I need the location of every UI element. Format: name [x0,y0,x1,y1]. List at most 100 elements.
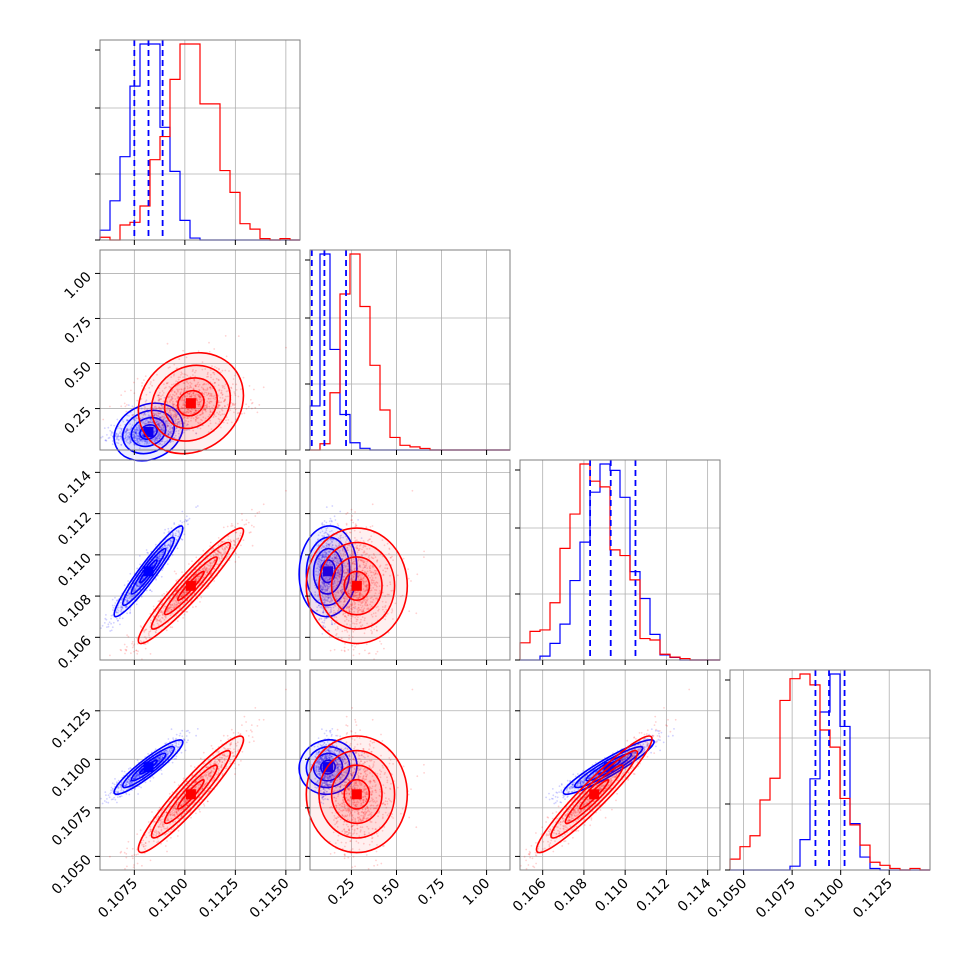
sample-point-series-0 [160,428,163,431]
sample-point-series-0 [107,625,110,628]
sample-point-series-0 [167,408,170,410]
sample-point-series-1 [181,571,183,573]
sample-point-series-0 [101,624,104,627]
y-tick-label: 1.00 [61,269,94,302]
sample-point-series-0 [153,432,156,434]
sample-point-series-0 [109,429,112,432]
sample-point-series-0 [181,510,184,513]
sample-point-series-1 [233,526,236,529]
sample-point-series-1 [217,537,220,539]
sample-point-series-1 [258,511,261,513]
sample-point-series-0 [159,422,162,424]
sample-point-series-0 [163,532,166,534]
sample-point-series-0 [145,549,148,551]
sample-point-series-0 [120,433,123,435]
y-tick-label: 0.106 [55,633,95,673]
sample-point-series-0 [157,431,160,434]
sample-point-series-0 [134,431,137,434]
sample-point-series-1 [208,341,210,344]
sample-point-series-0 [116,435,119,437]
sample-point-series-0 [173,437,176,439]
sample-point-series-1 [163,592,166,595]
sample-point-series-0 [123,584,126,587]
sample-point-series-0 [135,428,138,431]
sample-point-series-0 [134,428,137,431]
sample-point-series-0 [147,552,150,554]
sample-point-series-1 [135,649,138,652]
sample-point-series-0 [107,426,110,429]
sample-point-series-1 [285,489,287,492]
sample-point-series-1 [125,410,128,413]
sample-point-series-0 [325,506,328,508]
sample-point-series-0 [125,433,128,435]
sample-point-series-1 [243,523,246,526]
sample-point-series-0 [116,436,118,439]
sample-point-series-0 [105,614,107,616]
sample-point-series-0 [156,439,159,441]
sample-point-series-0 [329,517,332,520]
sample-point-series-0 [125,440,128,443]
sample-point-series-0 [114,596,116,599]
sample-point-series-0 [164,440,167,443]
sample-point-series-0 [156,435,159,438]
sample-point-series-0 [140,438,143,441]
sample-point-series-1 [133,381,135,384]
sample-point-series-0 [110,622,112,625]
sample-point-series-0 [137,435,140,438]
sample-point-series-0 [117,438,120,441]
sample-point-series-0 [157,422,160,424]
sample-point-series-0 [110,432,113,434]
sample-point-series-0 [162,429,165,432]
sample-point-series-0 [171,554,174,556]
sample-point-series-0 [127,437,129,440]
sample-point-series-1 [140,626,143,628]
sample-point-series-0 [139,563,141,566]
sample-point-series-1 [127,635,130,638]
sample-point-series-1 [109,654,111,657]
sample-point-series-1 [131,646,134,649]
y-tick-label: 0.114 [55,468,95,508]
sample-point-series-1 [285,346,287,349]
sample-point-series-0 [160,575,163,578]
sample-point-series-0 [135,426,138,429]
sample-point-series-0 [156,423,159,425]
sample-point-series-0 [147,420,150,423]
y-tick-label: 0.25 [61,404,94,437]
sample-point-series-0 [155,421,158,424]
sample-point-series-0 [329,523,332,526]
sample-point-series-1 [254,406,257,409]
sample-point-series-0 [164,528,167,531]
sample-point-series-0 [158,424,161,427]
sample-point-series-0 [161,429,164,431]
sample-point-series-0 [136,438,139,441]
sample-point-series-0 [175,414,178,417]
sample-point-series-0 [135,437,138,440]
sample-point-series-0 [135,432,137,435]
sample-point-series-0 [126,432,129,434]
sample-point-series-0 [116,600,118,602]
sample-point-series-0 [111,435,114,438]
sample-point-series-0 [103,622,106,624]
sample-point-series-0 [138,555,141,557]
sample-point-series-0 [157,433,160,436]
sample-point-series-0 [159,433,161,436]
sample-point-series-1 [245,403,248,406]
sample-point-series-0 [139,437,141,440]
sample-point-series-0 [157,415,160,418]
sample-point-series-1 [169,626,172,629]
sample-point-series-0 [174,418,177,420]
sample-point-series-0 [132,413,135,416]
sample-point-series-0 [103,427,106,429]
sample-point-series-0 [141,439,144,441]
sample-point-series-0 [171,427,174,429]
sample-point-series-0 [144,439,147,442]
sample-point-series-0 [322,524,324,526]
sample-point-series-0 [171,427,174,429]
sample-point-series-0 [330,519,333,522]
sample-point-series-1 [149,653,152,655]
sample-point-series-1 [195,605,197,608]
sample-point-series-0 [123,438,126,441]
sample-point-series-0 [113,604,116,607]
sample-point-series-0 [167,527,170,530]
sample-point-series-0 [162,429,165,432]
